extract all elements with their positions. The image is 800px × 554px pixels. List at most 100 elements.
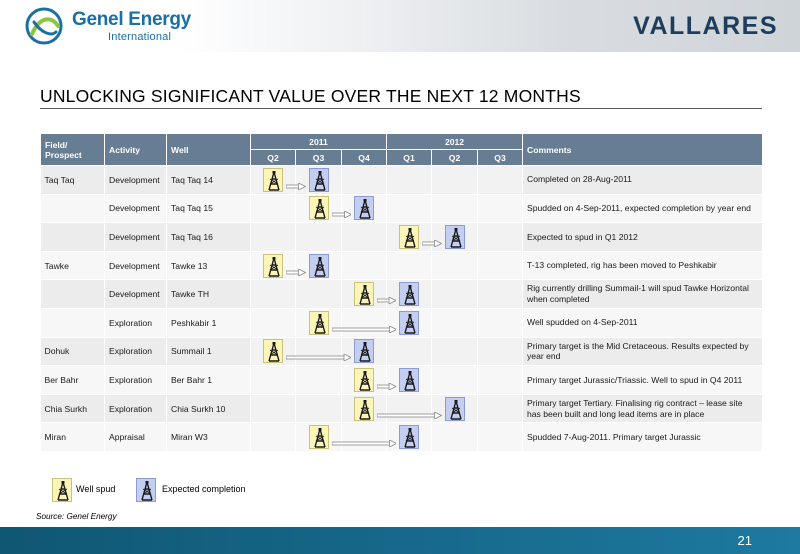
cell-well: Tawke TH bbox=[166, 279, 251, 309]
cell-quarter bbox=[250, 165, 296, 195]
cell-quarter bbox=[295, 194, 342, 224]
cell-quarter bbox=[295, 394, 342, 424]
table-row: Chia Surkh Exploration Chia Surkh 10 Primar… bbox=[40, 394, 763, 424]
genel-swirl-icon bbox=[25, 7, 63, 45]
cell-quarter bbox=[386, 251, 432, 281]
cell-comment: Primary target Jurassic/Triassic. Well t… bbox=[522, 365, 763, 395]
cell-field bbox=[40, 194, 105, 224]
cell-activity: Development bbox=[104, 251, 167, 281]
well-schedule-table: Field/ Prospect Activity Well 2011 2012 … bbox=[40, 133, 763, 452]
cell-well: Ber Bahr 1 bbox=[166, 365, 251, 395]
cell-quarter bbox=[386, 279, 432, 309]
cell-quarter bbox=[295, 308, 342, 338]
cell-quarter bbox=[477, 251, 523, 281]
cell-quarter bbox=[341, 165, 387, 195]
cell-quarter bbox=[295, 337, 342, 367]
cell-quarter bbox=[431, 194, 478, 224]
cell-quarter bbox=[250, 222, 296, 252]
cell-field bbox=[40, 279, 105, 309]
page-number: 21 bbox=[737, 533, 752, 548]
cell-well: Summail 1 bbox=[166, 337, 251, 367]
cell-activity: Exploration bbox=[104, 337, 167, 367]
cell-quarter bbox=[341, 222, 387, 252]
cell-quarter bbox=[250, 308, 296, 338]
legend-completion-rig-icon bbox=[136, 478, 156, 502]
cell-quarter bbox=[250, 365, 296, 395]
cell-comment: Primary target is the Mid Cretaceous. Re… bbox=[522, 337, 763, 367]
cell-field: Dohuk bbox=[40, 337, 105, 367]
cell-quarter bbox=[477, 308, 523, 338]
cell-activity: Exploration bbox=[104, 394, 167, 424]
genel-energy-logo: Genel Energy International bbox=[22, 4, 222, 48]
genel-logo-sub: International bbox=[108, 31, 172, 43]
table-row: Taq Taq Development Taq Taq 14 Completed on… bbox=[40, 165, 763, 195]
cell-quarter bbox=[386, 422, 432, 452]
cell-quarter bbox=[477, 165, 523, 195]
cell-field bbox=[40, 222, 105, 252]
cell-quarter bbox=[341, 194, 387, 224]
cell-quarter bbox=[295, 251, 342, 281]
cell-quarter bbox=[431, 394, 478, 424]
header-quarter: Q4 bbox=[341, 149, 387, 166]
table-row: Tawke Development Tawke 13 T-13 completed,… bbox=[40, 251, 763, 281]
cell-comment: Primary target Tertiary. Finalising rig … bbox=[522, 394, 763, 424]
cell-activity: Development bbox=[104, 222, 167, 252]
cell-quarter bbox=[386, 165, 432, 195]
genel-logo-word: Genel Energy bbox=[72, 9, 191, 30]
cell-quarter bbox=[431, 337, 478, 367]
cell-quarter bbox=[295, 165, 342, 195]
cell-quarter bbox=[431, 251, 478, 281]
cell-field: Miran bbox=[40, 422, 105, 452]
cell-comment: T-13 completed, rig has been moved to Pe… bbox=[522, 251, 763, 281]
header-comments: Comments bbox=[522, 133, 763, 166]
legend-completion-label: Expected completion bbox=[162, 484, 246, 494]
cell-well: Tawke 13 bbox=[166, 251, 251, 281]
cell-quarter bbox=[250, 194, 296, 224]
cell-quarter bbox=[477, 394, 523, 424]
cell-quarter bbox=[250, 251, 296, 281]
cell-quarter bbox=[386, 365, 432, 395]
cell-quarter bbox=[295, 222, 342, 252]
cell-quarter bbox=[386, 308, 432, 338]
cell-activity: Development bbox=[104, 194, 167, 224]
header-year-2011: 2011 bbox=[250, 133, 387, 150]
cell-quarter bbox=[295, 279, 342, 309]
legend-spud-label: Well spud bbox=[76, 484, 116, 494]
vallares-logo: VALLARES bbox=[633, 12, 778, 40]
cell-quarter bbox=[341, 279, 387, 309]
cell-comment: Expected to spud in Q1 2012 bbox=[522, 222, 763, 252]
cell-comment: Spudded on 4-Sep-2011, expected completi… bbox=[522, 194, 763, 224]
header-quarter: Q2 bbox=[250, 149, 296, 166]
table-row: Miran Appraisal Miran W3 Spudded 7-Aug-2011… bbox=[40, 422, 763, 452]
header-activity: Activity bbox=[104, 133, 167, 166]
cell-well: Taq Taq 16 bbox=[166, 222, 251, 252]
cell-quarter bbox=[431, 308, 478, 338]
cell-quarter bbox=[431, 222, 478, 252]
cell-activity: Development bbox=[104, 279, 167, 309]
header-well: Well bbox=[166, 133, 251, 166]
header-quarter: Q1 bbox=[386, 149, 432, 166]
cell-quarter bbox=[431, 422, 478, 452]
footer-band: 21 bbox=[0, 527, 800, 554]
cell-quarter bbox=[477, 222, 523, 252]
cell-well: Peshkabir 1 bbox=[166, 308, 251, 338]
cell-comment: Spudded 7-Aug-2011. Primary target Juras… bbox=[522, 422, 763, 452]
cell-activity: Exploration bbox=[104, 308, 167, 338]
cell-quarter bbox=[341, 422, 387, 452]
table-row: Development Taq Taq 16 Expected to spud in… bbox=[40, 222, 763, 252]
cell-quarter bbox=[250, 422, 296, 452]
cell-quarter bbox=[341, 365, 387, 395]
header-band: Genel Energy International VALLARES bbox=[0, 0, 800, 52]
cell-quarter bbox=[477, 194, 523, 224]
cell-quarter bbox=[341, 308, 387, 338]
cell-well: Chia Surkh 10 bbox=[166, 394, 251, 424]
cell-quarter bbox=[341, 251, 387, 281]
cell-quarter bbox=[477, 337, 523, 367]
source-note: Source: Genel Energy bbox=[36, 512, 117, 521]
cell-well: Taq Taq 15 bbox=[166, 194, 251, 224]
cell-quarter bbox=[341, 394, 387, 424]
cell-comment: Completed on 28-Aug-2011 bbox=[522, 165, 763, 195]
cell-quarter bbox=[250, 279, 296, 309]
cell-quarter bbox=[386, 394, 432, 424]
header-quarter: Q3 bbox=[477, 149, 523, 166]
